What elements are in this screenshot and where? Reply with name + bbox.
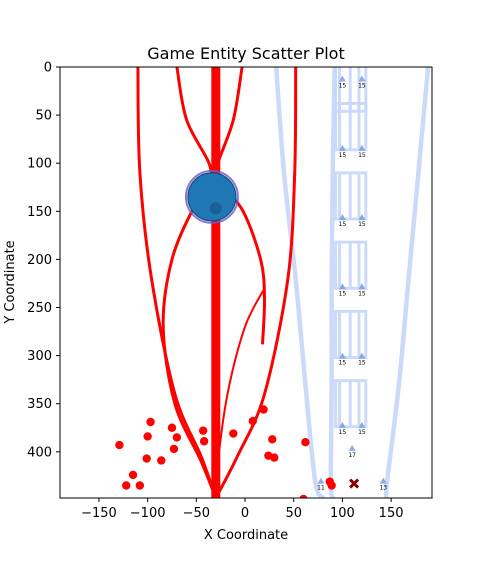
tower-label: 15 (339, 429, 347, 436)
lane-path (383, 67, 431, 498)
chart-title: Game Entity Scatter Plot (147, 44, 344, 63)
tower-label: 17 (348, 452, 356, 459)
y-tick-label: 100 (27, 157, 52, 172)
enemy-point (122, 481, 131, 490)
x-tick-label: 0 (241, 506, 249, 521)
tower-label: 15 (358, 83, 366, 90)
tower-marker (358, 421, 366, 428)
tower-label: 15 (358, 221, 366, 228)
tower-label: 15 (358, 152, 366, 159)
player-core (209, 202, 222, 215)
player-ring (184, 169, 239, 224)
y-axis-label: Y Coordinate (3, 240, 18, 324)
y-tick-label: 200 (27, 253, 52, 268)
y-tick-label: 250 (27, 301, 52, 316)
enemy-trajectory (214, 67, 298, 498)
enemy-point (301, 438, 310, 447)
x-axis-ticks: −150 −100 −50 0 50 100 150 (81, 498, 404, 521)
enemy-point (327, 481, 336, 490)
tower-marker (338, 283, 346, 290)
enemy-point (259, 405, 268, 414)
enemy-point (135, 481, 145, 490)
plot-frame (59, 66, 433, 499)
enemy-trajectory (214, 287, 266, 498)
x-tick-label: −50 (183, 506, 210, 521)
tower-marker (338, 144, 346, 151)
tower-marker (358, 144, 366, 151)
x-tick-label: 150 (379, 506, 404, 521)
tower-marker (358, 352, 366, 359)
x-tick-label: −150 (81, 506, 117, 521)
enemy-point (198, 426, 208, 435)
enemy-point (143, 432, 152, 441)
tower-label: 15 (339, 221, 347, 228)
enemy-point (167, 423, 177, 432)
tower-label: 15 (339, 83, 347, 90)
enemy-point (299, 494, 308, 498)
x-tick-label: 100 (330, 506, 355, 521)
enemy-point (248, 416, 258, 426)
tower-label: 15 (358, 360, 366, 367)
tower-marker (358, 75, 366, 82)
tower-marker (338, 352, 346, 359)
y-tick-label: 350 (27, 397, 52, 412)
tower-grid-box (334, 171, 368, 221)
y-axis-ticks: 0 50 100 150 200 250 300 350 400 (27, 61, 60, 460)
x-marker (349, 478, 360, 489)
tower-marker (358, 214, 366, 221)
y-tick-label: 400 (27, 445, 52, 460)
tower-label: 13 (379, 485, 387, 492)
y-tick-label: 150 (27, 205, 52, 220)
enemy-point (169, 444, 179, 454)
tower-marker (379, 477, 387, 484)
enemy-trajectory (136, 67, 218, 498)
y-tick-label: 0 (44, 61, 52, 76)
x-axis-label: X Coordinate (204, 528, 288, 543)
player-marker (187, 172, 237, 222)
enemy-point (115, 440, 124, 450)
enemy-point (172, 433, 182, 442)
enemy-point (157, 456, 166, 465)
tower-label: 15 (339, 290, 347, 297)
tower-label: 15 (339, 152, 347, 159)
enemy-point (229, 429, 238, 438)
tower-label: 11 (317, 485, 325, 492)
tower-label: 15 (358, 429, 366, 436)
tower-marker (338, 75, 346, 82)
plot-content: 15 15 15 15 15 15 15 15 15 15 15 15 17 11 13 (115, 67, 431, 498)
y-tick-label: 50 (35, 109, 52, 124)
enemy-point (270, 453, 279, 462)
tower-grid-box (334, 102, 368, 152)
tower-marker (317, 477, 325, 484)
enemy-point (146, 417, 155, 427)
tower-grid-box (334, 240, 368, 290)
tower-marker (348, 444, 356, 451)
tower-marker (358, 283, 366, 290)
x-tick-label: 50 (285, 506, 302, 521)
tower-grid-box (334, 309, 368, 360)
x-tick-label: −100 (130, 506, 166, 521)
tower-label: 15 (358, 290, 366, 297)
tower-marker (338, 214, 346, 221)
y-tick-label: 300 (27, 349, 52, 364)
tower-marker (338, 421, 346, 428)
enemy-point (142, 454, 151, 463)
lane-path (273, 67, 326, 498)
enemy-point (128, 470, 138, 480)
enemy-point (199, 437, 209, 446)
enemy-point (268, 435, 277, 444)
tower-grid-box (334, 379, 368, 429)
tower-label: 15 (339, 360, 347, 367)
